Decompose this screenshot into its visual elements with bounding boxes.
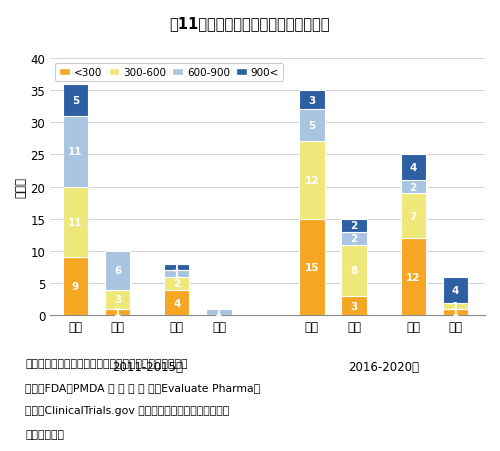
Text: 5: 5 xyxy=(72,96,79,106)
Text: 12: 12 xyxy=(406,272,420,282)
Bar xyxy=(443,309,468,316)
Text: 7: 7 xyxy=(410,211,417,221)
Bar xyxy=(400,239,426,316)
Text: 4: 4 xyxy=(410,163,417,173)
Text: 3: 3 xyxy=(114,295,121,304)
Text: ClinicalTrials.gov をもとに医薇産業政策研究所に: ClinicalTrials.gov をもとに医薇産業政策研究所に xyxy=(25,405,229,415)
Y-axis label: 品目数: 品目数 xyxy=(14,177,28,198)
Text: 3: 3 xyxy=(350,301,358,311)
Text: 1: 1 xyxy=(452,301,459,311)
Text: 2: 2 xyxy=(410,182,417,192)
Bar xyxy=(164,264,190,271)
Bar xyxy=(62,84,88,116)
Text: 2: 2 xyxy=(173,279,180,289)
Bar xyxy=(105,251,130,290)
Text: 出所：FDA、PMDA の 公 開 情 報、Evaluate Pharma、: 出所：FDA、PMDA の 公 開 情 報、Evaluate Pharma、 xyxy=(25,382,260,392)
Text: 1: 1 xyxy=(173,269,180,279)
Bar xyxy=(342,219,366,232)
Bar xyxy=(400,155,426,181)
Text: 11: 11 xyxy=(68,147,82,157)
Text: 9: 9 xyxy=(72,282,79,292)
Bar xyxy=(400,181,426,193)
Text: 8: 8 xyxy=(350,266,358,276)
Bar xyxy=(62,187,88,258)
Bar xyxy=(299,219,324,316)
Text: 6: 6 xyxy=(114,266,121,276)
Bar xyxy=(299,91,324,110)
Text: 1: 1 xyxy=(173,262,180,272)
Text: 4: 4 xyxy=(173,298,180,308)
Text: 注：ピボタル試験が複数ある場合、後期相の試験を集計: 注：ピボタル試験が複数ある場合、後期相の試験を集計 xyxy=(25,359,188,368)
Bar xyxy=(164,290,190,316)
Text: 2011-2015年: 2011-2015年 xyxy=(112,361,182,374)
Bar xyxy=(342,296,366,316)
Bar xyxy=(342,232,366,245)
Bar xyxy=(105,290,130,309)
Bar xyxy=(443,303,468,309)
Text: 2: 2 xyxy=(350,221,358,231)
Bar xyxy=(206,309,232,316)
Text: 1: 1 xyxy=(216,308,222,318)
Legend: <300, 300-600, 600-900, 900<: <300, 300-600, 600-900, 900< xyxy=(55,64,284,82)
Bar xyxy=(400,193,426,239)
Text: 2: 2 xyxy=(350,234,358,244)
Bar xyxy=(164,271,190,277)
Bar xyxy=(342,245,366,296)
Text: 2016-2020年: 2016-2020年 xyxy=(348,361,419,374)
Text: て作成: て作成 xyxy=(25,429,64,439)
Text: 1: 1 xyxy=(452,308,459,318)
Text: 4: 4 xyxy=(452,285,459,295)
Bar xyxy=(105,309,130,316)
Bar xyxy=(443,277,468,303)
Text: 3: 3 xyxy=(308,96,316,106)
Text: 11: 11 xyxy=(68,217,82,227)
Bar xyxy=(164,277,190,290)
Text: 15: 15 xyxy=(304,262,319,272)
Text: 1: 1 xyxy=(114,308,121,318)
Text: 5: 5 xyxy=(308,121,316,131)
Text: 12: 12 xyxy=(304,176,319,186)
Bar xyxy=(299,110,324,142)
Text: 囱11　試験規模別の日本地域の組入れ: 囱11 試験規模別の日本地域の組入れ xyxy=(170,16,330,31)
Bar xyxy=(62,116,88,187)
Bar xyxy=(299,142,324,219)
Bar xyxy=(62,258,88,316)
